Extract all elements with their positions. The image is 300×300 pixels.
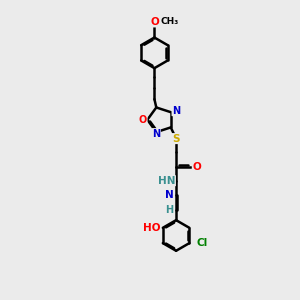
Text: N: N (165, 190, 174, 200)
Text: CH₃: CH₃ (161, 17, 179, 26)
Text: O: O (150, 17, 159, 27)
Text: H: H (165, 205, 173, 214)
Text: S: S (172, 134, 180, 144)
Text: HO: HO (143, 223, 160, 233)
Text: N: N (172, 106, 180, 116)
Text: Cl: Cl (196, 238, 207, 248)
Text: O: O (192, 162, 201, 172)
Text: HN: HN (158, 176, 176, 186)
Text: O: O (139, 115, 147, 125)
Text: N: N (152, 129, 160, 139)
